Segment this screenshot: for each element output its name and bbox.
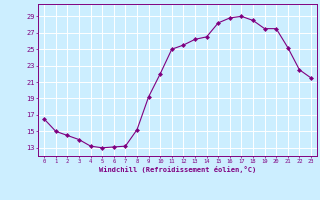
X-axis label: Windchill (Refroidissement éolien,°C): Windchill (Refroidissement éolien,°C): [99, 166, 256, 173]
